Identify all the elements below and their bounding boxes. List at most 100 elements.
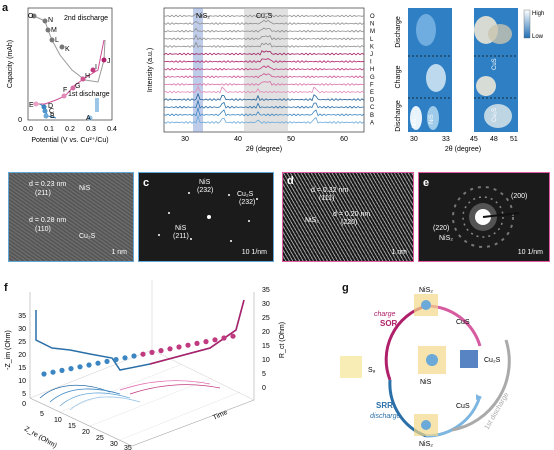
panel-b-tag: b	[1, 171, 8, 183]
rct-bead	[140, 351, 146, 357]
g-cus-top: CuS	[456, 319, 470, 326]
xrd-curve-label-h: H	[370, 67, 374, 73]
rct-tick-5: 5	[262, 371, 266, 378]
xrd-curve-label-m: M	[370, 29, 375, 35]
cluster-center	[418, 346, 446, 374]
contour-xlabel: 2θ (degree)	[445, 146, 481, 153]
xtick-1: 0.1	[44, 126, 54, 133]
b-110: (110)	[35, 226, 51, 233]
rct-bead	[59, 367, 65, 373]
contour-plot: Discharge Charge Discharge NiS₂ NiS CuS …	[395, 8, 544, 153]
contour-nis2: NiS₂	[412, 115, 418, 128]
rct-bead	[77, 364, 83, 370]
rct-label: R_ct (Ohm)	[279, 322, 286, 358]
zim-tick-25: 25	[18, 339, 26, 346]
label-j: J	[107, 58, 111, 65]
label-2nd-discharge: 2nd discharge	[64, 15, 108, 22]
g-discharge: discharge	[370, 413, 400, 420]
point-k	[59, 44, 65, 50]
rct-bead	[212, 337, 218, 343]
g-cu2s: Cu₂S	[484, 357, 501, 364]
d-d-020: d = 0.20 nm	[333, 211, 371, 218]
zre-tick-25: 25	[96, 435, 104, 442]
charge-discharge-plot: O N M L K J I H G F E D C B A 2nd discha…	[7, 7, 117, 144]
xrd-curve-k	[163, 41, 365, 48]
rct-bead	[95, 360, 101, 366]
c-cu2s: Cu₂S	[237, 191, 254, 198]
zre-tick-10: 10	[54, 417, 62, 424]
panel-e-tag: e	[423, 177, 430, 189]
rct-bead	[131, 353, 137, 359]
label-o: O	[28, 13, 34, 20]
row-charge: Charge	[395, 65, 402, 88]
label-i: I	[95, 64, 97, 71]
zim-label: -Z_im (Ohm)	[5, 330, 12, 370]
c-scale: 10 1/nm	[241, 249, 267, 256]
contour-cus: CuS	[492, 58, 498, 70]
zim-tick-30: 30	[18, 326, 26, 333]
rct-tick-25: 25	[262, 315, 270, 322]
c-nis-232: NiS	[199, 179, 211, 186]
xrd-xtick-60: 60	[340, 136, 348, 143]
nis2-band-label: NiS₂	[196, 13, 210, 20]
g-cus-bottom: CuS	[456, 403, 470, 410]
xrd-xlabel: 2θ (degree)	[246, 146, 282, 153]
xrd-curve-d	[163, 92, 365, 102]
d-nis2: NiS₂	[305, 217, 319, 224]
g-bottom-nis2: NiS₂	[419, 441, 433, 448]
point-h	[80, 76, 86, 82]
rct-bead	[221, 335, 227, 341]
xrd-curve-b	[163, 107, 365, 117]
zim-tick-15: 15	[18, 365, 26, 372]
contour-xtick-30: 30	[410, 136, 418, 143]
panel-f-tag: f	[4, 282, 8, 294]
g-sor: SOR	[380, 319, 398, 328]
label-h: H	[85, 73, 90, 80]
xrd-curve-m	[163, 27, 365, 33]
contour-xtick-51: 51	[510, 136, 518, 143]
xrd-curve-g	[163, 72, 365, 79]
xrd-curve-label-i: I	[370, 60, 372, 66]
rct-tick-15: 15	[262, 343, 270, 350]
contour-xtick-48: 48	[490, 136, 498, 143]
e-scale: 10 1/nm	[517, 249, 543, 256]
g-top-nis2: NiS₂	[419, 287, 433, 294]
zim-tick-20: 20	[18, 352, 26, 359]
contour-nis: NiS	[429, 114, 435, 124]
cluster-top	[414, 294, 438, 316]
cluster-bottom	[414, 414, 438, 436]
rct-bead	[50, 369, 56, 375]
xtick-2: 0.2	[65, 126, 75, 133]
panel-d-tag: d	[287, 175, 294, 187]
label-k: K	[65, 46, 70, 53]
xrd-curve-label-j: J	[370, 52, 373, 58]
panel-c-tag: c	[143, 177, 150, 189]
point-d	[41, 104, 47, 110]
label-1st-discharge: 1st discharge	[68, 91, 110, 98]
xrd-curve-label-n: N	[370, 22, 374, 28]
rct-bead	[194, 340, 200, 346]
rct-bead	[185, 342, 191, 348]
xrd-xtick-30: 30	[181, 136, 189, 143]
rct-beads	[41, 333, 236, 377]
zre-tick-30: 30	[110, 441, 118, 448]
colorbar-low: Low	[532, 34, 544, 40]
rct-bead	[158, 348, 164, 354]
point-f	[61, 93, 67, 99]
xrd-curve-n	[163, 19, 365, 26]
xrd-curve-label-c: C	[370, 105, 375, 111]
b-d-023: d = 0.23 nm	[29, 181, 67, 188]
point-n	[42, 18, 48, 24]
d-220: (220)	[341, 219, 358, 226]
xrd-curve-label-g: G	[370, 75, 375, 81]
b-nis: NiS	[79, 185, 91, 192]
label-b: B	[50, 113, 55, 120]
e-nis2: NiS₂	[439, 235, 453, 242]
zre-tick-35: 35	[124, 445, 132, 450]
rct-bead	[149, 349, 155, 355]
xrd-curve-o	[163, 12, 365, 18]
point-a	[87, 115, 93, 121]
rct-bead	[113, 357, 119, 363]
c-nis-211: NiS	[175, 225, 187, 232]
